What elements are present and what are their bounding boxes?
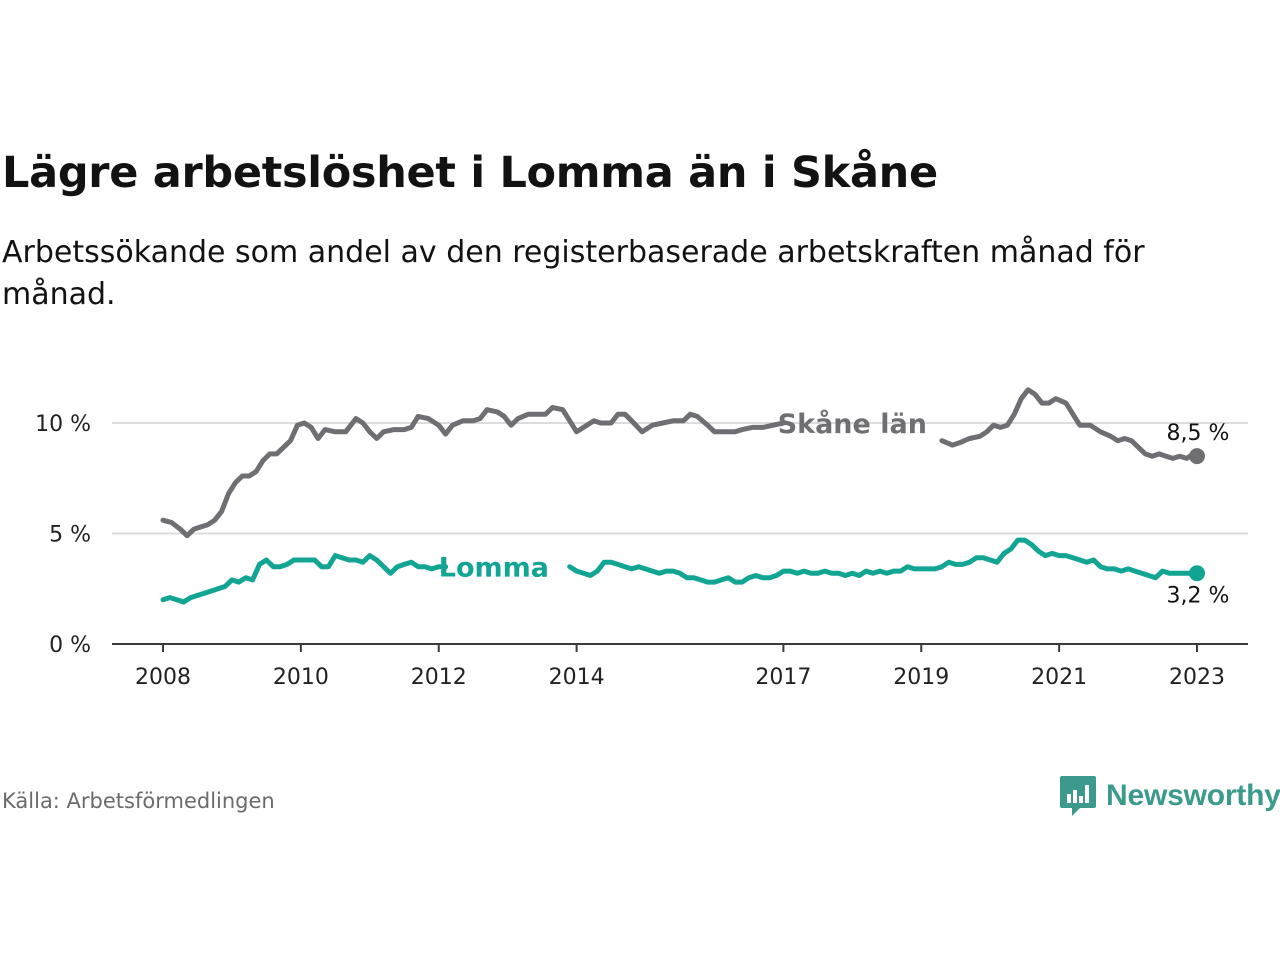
end-point-marker — [1189, 448, 1205, 465]
chart-title: Lägre arbetslöshet i Lomma än i Skåne — [2, 148, 938, 198]
series-line-skane — [939, 387, 1200, 461]
x-tick-label: 2012 — [411, 665, 467, 690]
end-value-label: 8,5 % — [1167, 421, 1230, 446]
newsworthy-logo-icon — [1060, 776, 1096, 816]
y-tick-label: 5 % — [49, 523, 91, 548]
x-tick-label: 2010 — [273, 665, 329, 690]
x-tick-label: 2023 — [1169, 665, 1225, 690]
series-label-lomma: Lomma — [439, 553, 549, 584]
brand-logo[interactable]: Newsworthy — [1058, 774, 1280, 818]
x-tick-label: 2019 — [893, 665, 949, 690]
x-tick-label: 2017 — [755, 665, 811, 690]
series-line-skane — [160, 405, 786, 539]
x-tick-label: 2008 — [135, 665, 191, 690]
series-label-skane: Skåne län — [778, 408, 927, 440]
source-note: Källa: Arbetsförmedlingen — [2, 789, 275, 813]
end-point-marker — [1189, 565, 1205, 582]
y-tick-label: 10 % — [35, 412, 91, 437]
end-value-label: 3,2 % — [1167, 583, 1230, 608]
series-line-lomma — [567, 537, 1200, 585]
series-line-lomma — [160, 553, 449, 605]
x-tick-label: 2021 — [1031, 665, 1087, 690]
x-tick-label: 2014 — [549, 665, 605, 690]
chart-subtitle: Arbetssökande som andel av den registerb… — [2, 235, 1145, 312]
y-tick-label: 0 % — [49, 633, 91, 658]
line-chart: 0 % 5 % 10 % 2008 2010 2012 2014 2017 2019 2021 20… — [35, 387, 1248, 690]
brand-name: Newsworthy — [1106, 779, 1280, 812]
